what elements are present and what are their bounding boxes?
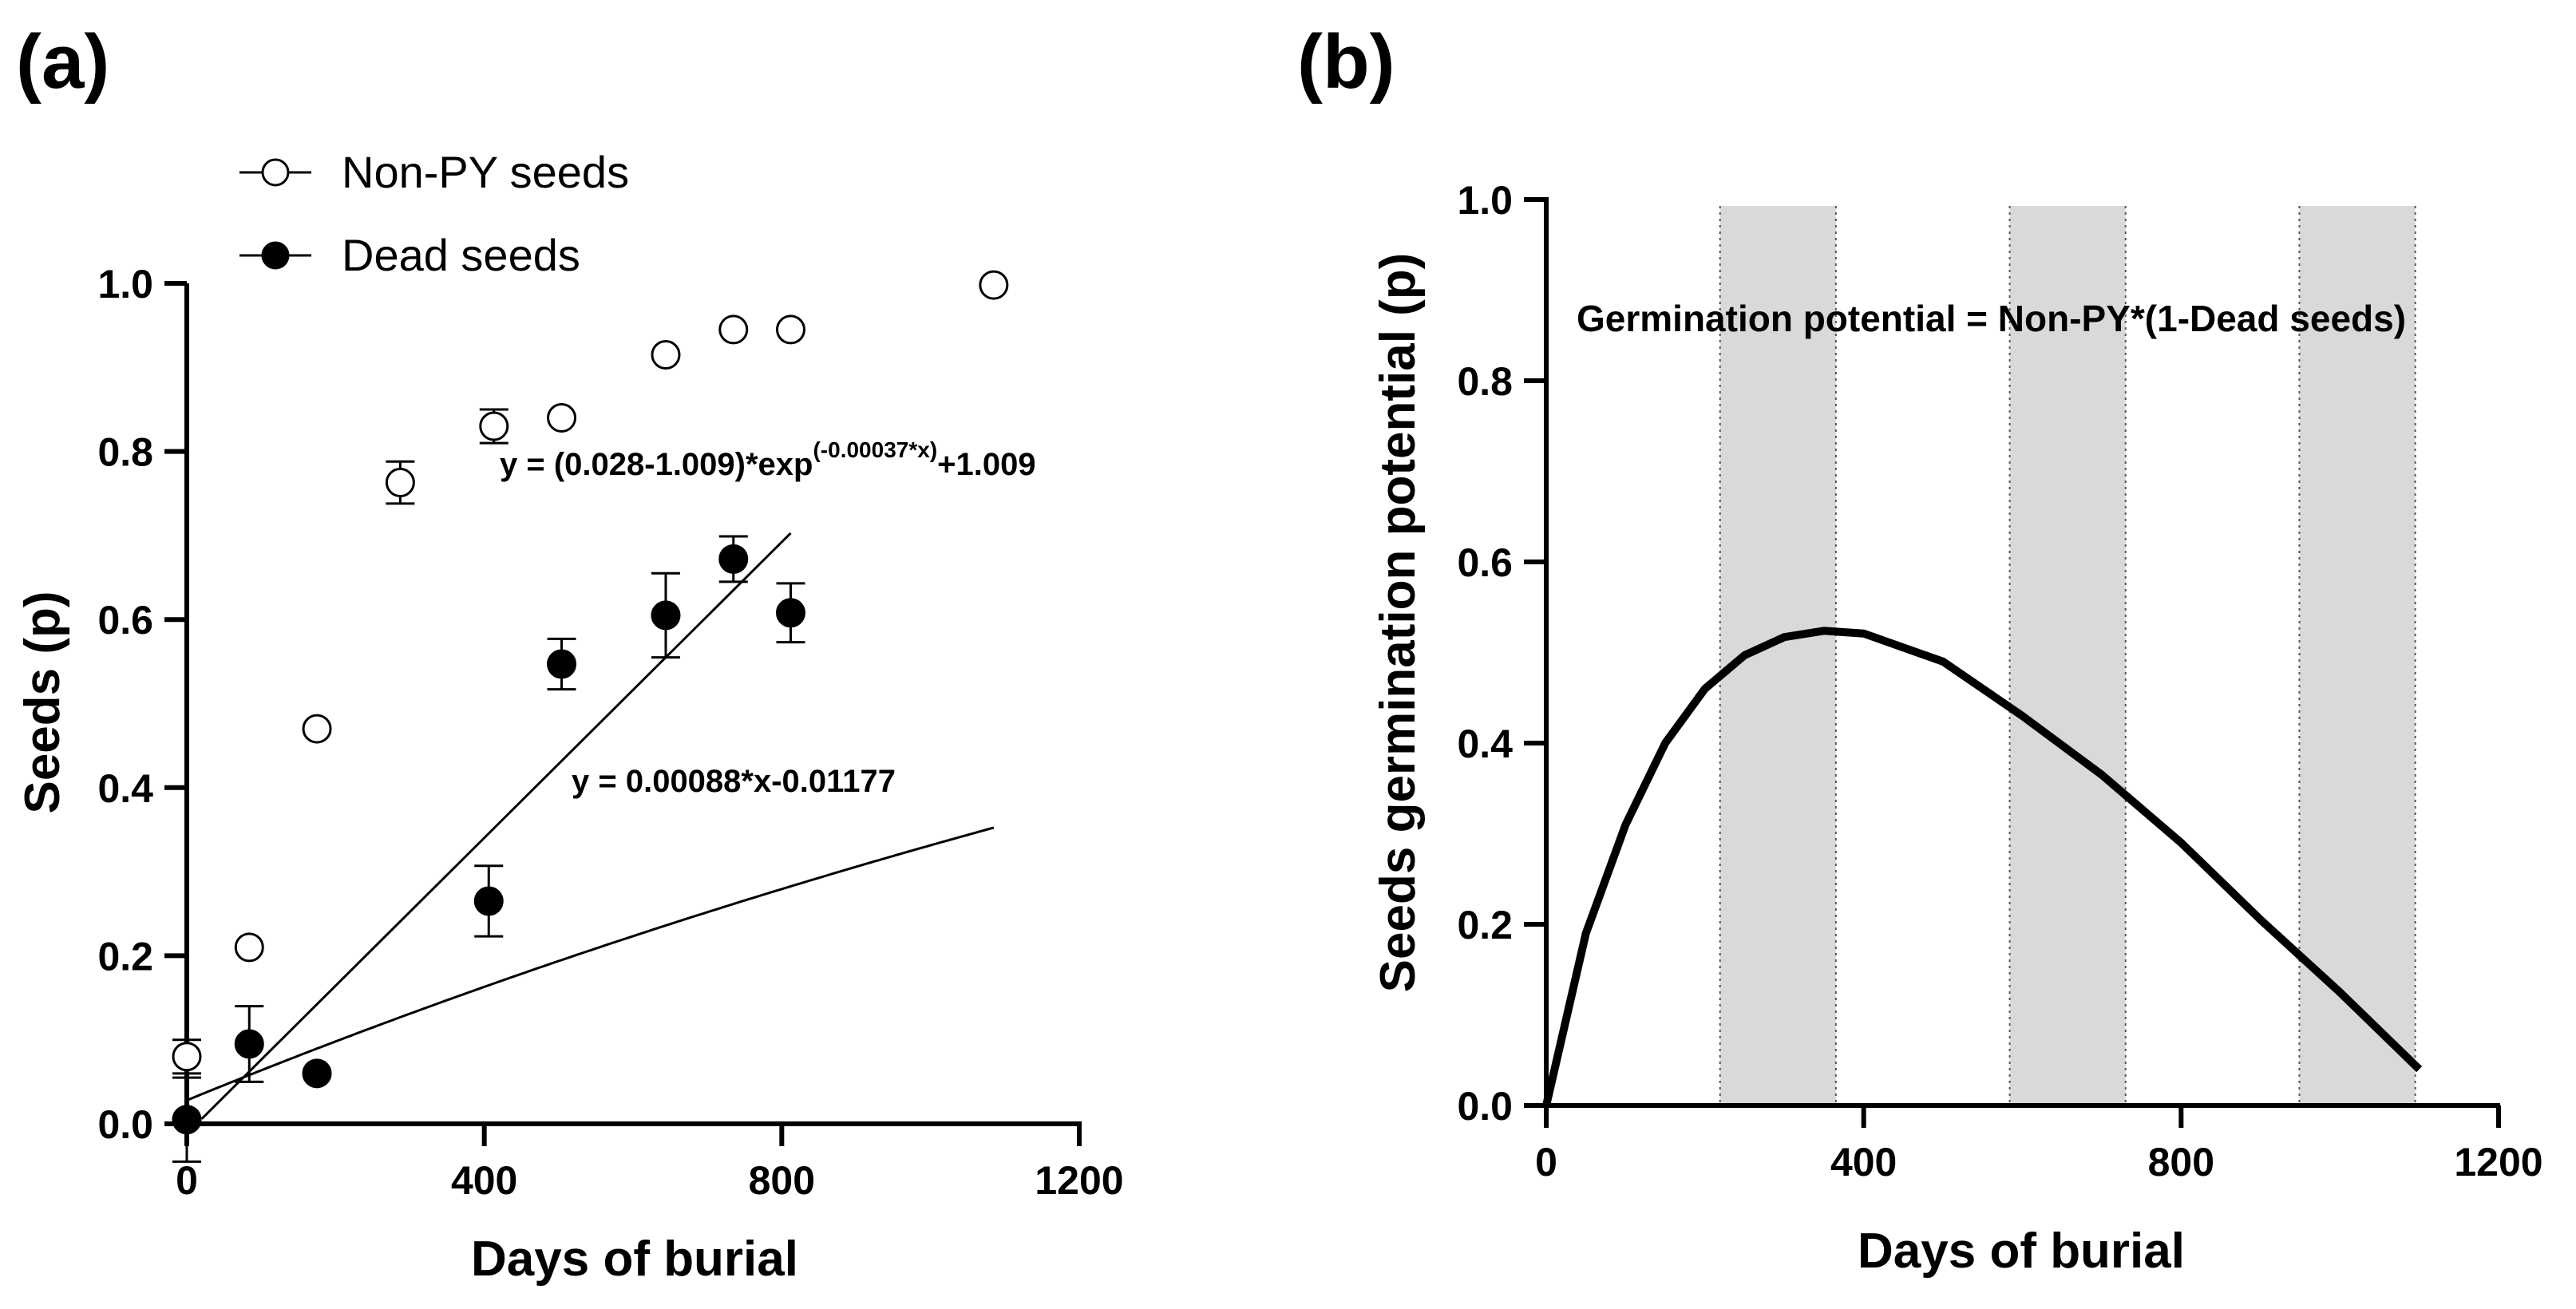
panel-b-x-title: Days of burial bbox=[1858, 1224, 2185, 1279]
nonpy-point bbox=[776, 314, 806, 345]
panel-a-x-tick-label: 800 bbox=[749, 1158, 815, 1203]
panel-b-label: (b) bbox=[1297, 19, 1395, 105]
dead-point bbox=[302, 1058, 332, 1089]
nonpy-point bbox=[547, 402, 577, 433]
panel-b-x-tick-label: 400 bbox=[1830, 1140, 1897, 1184]
panel-b-x-tick-label: 0 bbox=[1535, 1140, 1557, 1184]
dead-fit-line bbox=[200, 532, 792, 1120]
panel-a: 0.0 0.2 0.4 0.6 0.8 1.0 0 400 800 1200 y = (0.02… bbox=[15, 147, 1124, 1287]
panel-a-y-tick-label: 1.0 bbox=[97, 262, 153, 306]
dead-fit-equation: y = 0.00088*x-0.01177 bbox=[572, 764, 896, 799]
panel-a-y-tick-label: 0.0 bbox=[97, 1102, 153, 1147]
legend-nonpy-marker bbox=[261, 158, 290, 187]
dead-point bbox=[776, 598, 806, 628]
nonpy-point bbox=[234, 932, 264, 963]
germination-formula-annotation: Germination potential = Non-PY*(1-Dead s… bbox=[1577, 298, 2406, 339]
panel-a-label: (a) bbox=[16, 19, 109, 105]
panel-a-points bbox=[172, 270, 1009, 1135]
panel-a-x-title: Days of burial bbox=[471, 1232, 798, 1287]
nonpy-point bbox=[479, 411, 509, 441]
panel-a-y-tick-label: 0.2 bbox=[97, 934, 153, 979]
nonpy-point bbox=[172, 1042, 202, 1072]
panel-b-y-tick-label: 0.2 bbox=[1457, 903, 1513, 947]
nonpy-eq-main: y = (0.028-1.009)*exp bbox=[500, 447, 813, 482]
panel-b-x-ticks: 0 400 800 1200 bbox=[1535, 1105, 2543, 1184]
panel-a-x-ticks: 0 400 800 1200 bbox=[176, 1124, 1124, 1203]
dead-point bbox=[547, 649, 577, 679]
nonpy-point bbox=[979, 270, 1009, 300]
legend-dead-marker bbox=[261, 241, 290, 270]
legend-nonpy-label: Non-PY seeds bbox=[342, 147, 629, 197]
nonpy-fit-curve bbox=[186, 826, 995, 1101]
panel-b-y-tick-label: 0.6 bbox=[1457, 540, 1513, 585]
germination-potential-curve bbox=[1542, 627, 2423, 1107]
nonpy-point bbox=[651, 340, 681, 370]
dead-point bbox=[172, 1105, 202, 1135]
panel-b-y-tick-label: 0.8 bbox=[1457, 359, 1513, 404]
panel-b-y-title: Seeds germination potential (p) bbox=[1371, 253, 1426, 993]
nonpy-point bbox=[718, 314, 749, 345]
dead-point bbox=[651, 600, 681, 631]
nonpy-eq-exponent: (-0.00037*x) bbox=[813, 437, 937, 462]
shaded-period bbox=[1719, 206, 1836, 1105]
panel-a-fits bbox=[186, 532, 995, 1120]
nonpy-fit-equation: y = (0.028-1.009)*exp(-0.00037*x)+1.009 bbox=[500, 437, 1036, 482]
panel-a-y-tick-label: 0.8 bbox=[97, 430, 153, 475]
shaded-period bbox=[2009, 206, 2126, 1105]
panel-a-y-ticks: 0.0 0.2 0.4 0.6 0.8 1.0 bbox=[97, 262, 187, 1147]
panel-a-y-tick-label: 0.4 bbox=[97, 766, 153, 811]
panel-a-y-tick-label: 0.6 bbox=[97, 598, 153, 643]
panel-a-x-tick-label: 1200 bbox=[1035, 1158, 1123, 1203]
shaded-period bbox=[2299, 206, 2416, 1105]
panel-a-legend: Non-PY seeds Dead seeds bbox=[239, 147, 629, 280]
panel-b: 0.0 0.2 0.4 0.6 0.8 1.0 0 400 800 1200 Germinati… bbox=[1371, 178, 2543, 1279]
panel-a-x-tick-label: 400 bbox=[451, 1158, 517, 1203]
nonpy-point bbox=[385, 468, 415, 498]
panel-b-x-tick-label: 800 bbox=[2148, 1140, 2214, 1184]
panel-b-x-tick-label: 1200 bbox=[2454, 1140, 2542, 1184]
dead-point bbox=[718, 544, 749, 574]
panel-b-y-ticks: 0.0 0.2 0.4 0.6 0.8 1.0 bbox=[1457, 178, 1546, 1129]
nonpy-eq-tail: +1.009 bbox=[937, 447, 1035, 482]
panel-b-y-tick-label: 1.0 bbox=[1457, 178, 1513, 223]
panel-a-x-tick-label: 0 bbox=[176, 1158, 198, 1203]
dead-point bbox=[234, 1029, 264, 1059]
panel-b-y-tick-label: 0.0 bbox=[1457, 1084, 1513, 1129]
nonpy-point bbox=[302, 714, 332, 744]
legend-dead-label: Dead seeds bbox=[342, 230, 580, 280]
panel-a-y-title: Seeds (p) bbox=[15, 591, 70, 813]
panel-b-y-tick-label: 0.4 bbox=[1457, 722, 1513, 766]
dead-point bbox=[473, 886, 504, 916]
